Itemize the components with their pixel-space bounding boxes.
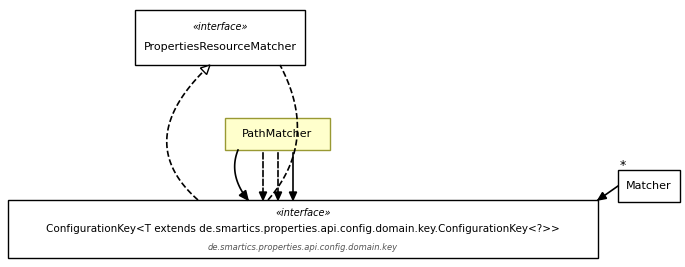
Bar (8, 200, 598, 258)
Text: *: * (620, 159, 626, 171)
Bar (135, 10, 305, 65)
Bar (225, 118, 330, 150)
Text: PropertiesResourceMatcher: PropertiesResourceMatcher (143, 42, 297, 52)
Text: ConfigurationKey<T extends de.smartics.properties.api.config.domain.key.Configur: ConfigurationKey<T extends de.smartics.p… (46, 224, 560, 234)
Bar (618, 170, 680, 202)
Polygon shape (201, 65, 210, 74)
Polygon shape (239, 190, 248, 200)
Polygon shape (598, 193, 607, 200)
Text: de.smartics.properties.api.config.domain.key: de.smartics.properties.api.config.domain… (208, 243, 398, 252)
Polygon shape (289, 192, 297, 200)
Text: PathMatcher: PathMatcher (242, 129, 312, 139)
Polygon shape (275, 192, 282, 200)
Text: «interface»: «interface» (275, 208, 331, 218)
Polygon shape (260, 192, 266, 200)
Text: «interface»: «interface» (192, 22, 248, 32)
Text: Matcher: Matcher (626, 181, 672, 191)
